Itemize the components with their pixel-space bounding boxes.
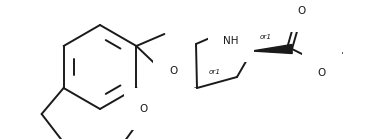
Text: O: O [318, 68, 326, 78]
Text: or1: or1 [209, 69, 221, 75]
Polygon shape [252, 44, 292, 54]
Text: O: O [169, 66, 177, 76]
Text: O: O [298, 6, 306, 16]
Text: O: O [139, 104, 147, 114]
Text: NH: NH [223, 36, 239, 46]
Text: or1: or1 [260, 34, 272, 40]
